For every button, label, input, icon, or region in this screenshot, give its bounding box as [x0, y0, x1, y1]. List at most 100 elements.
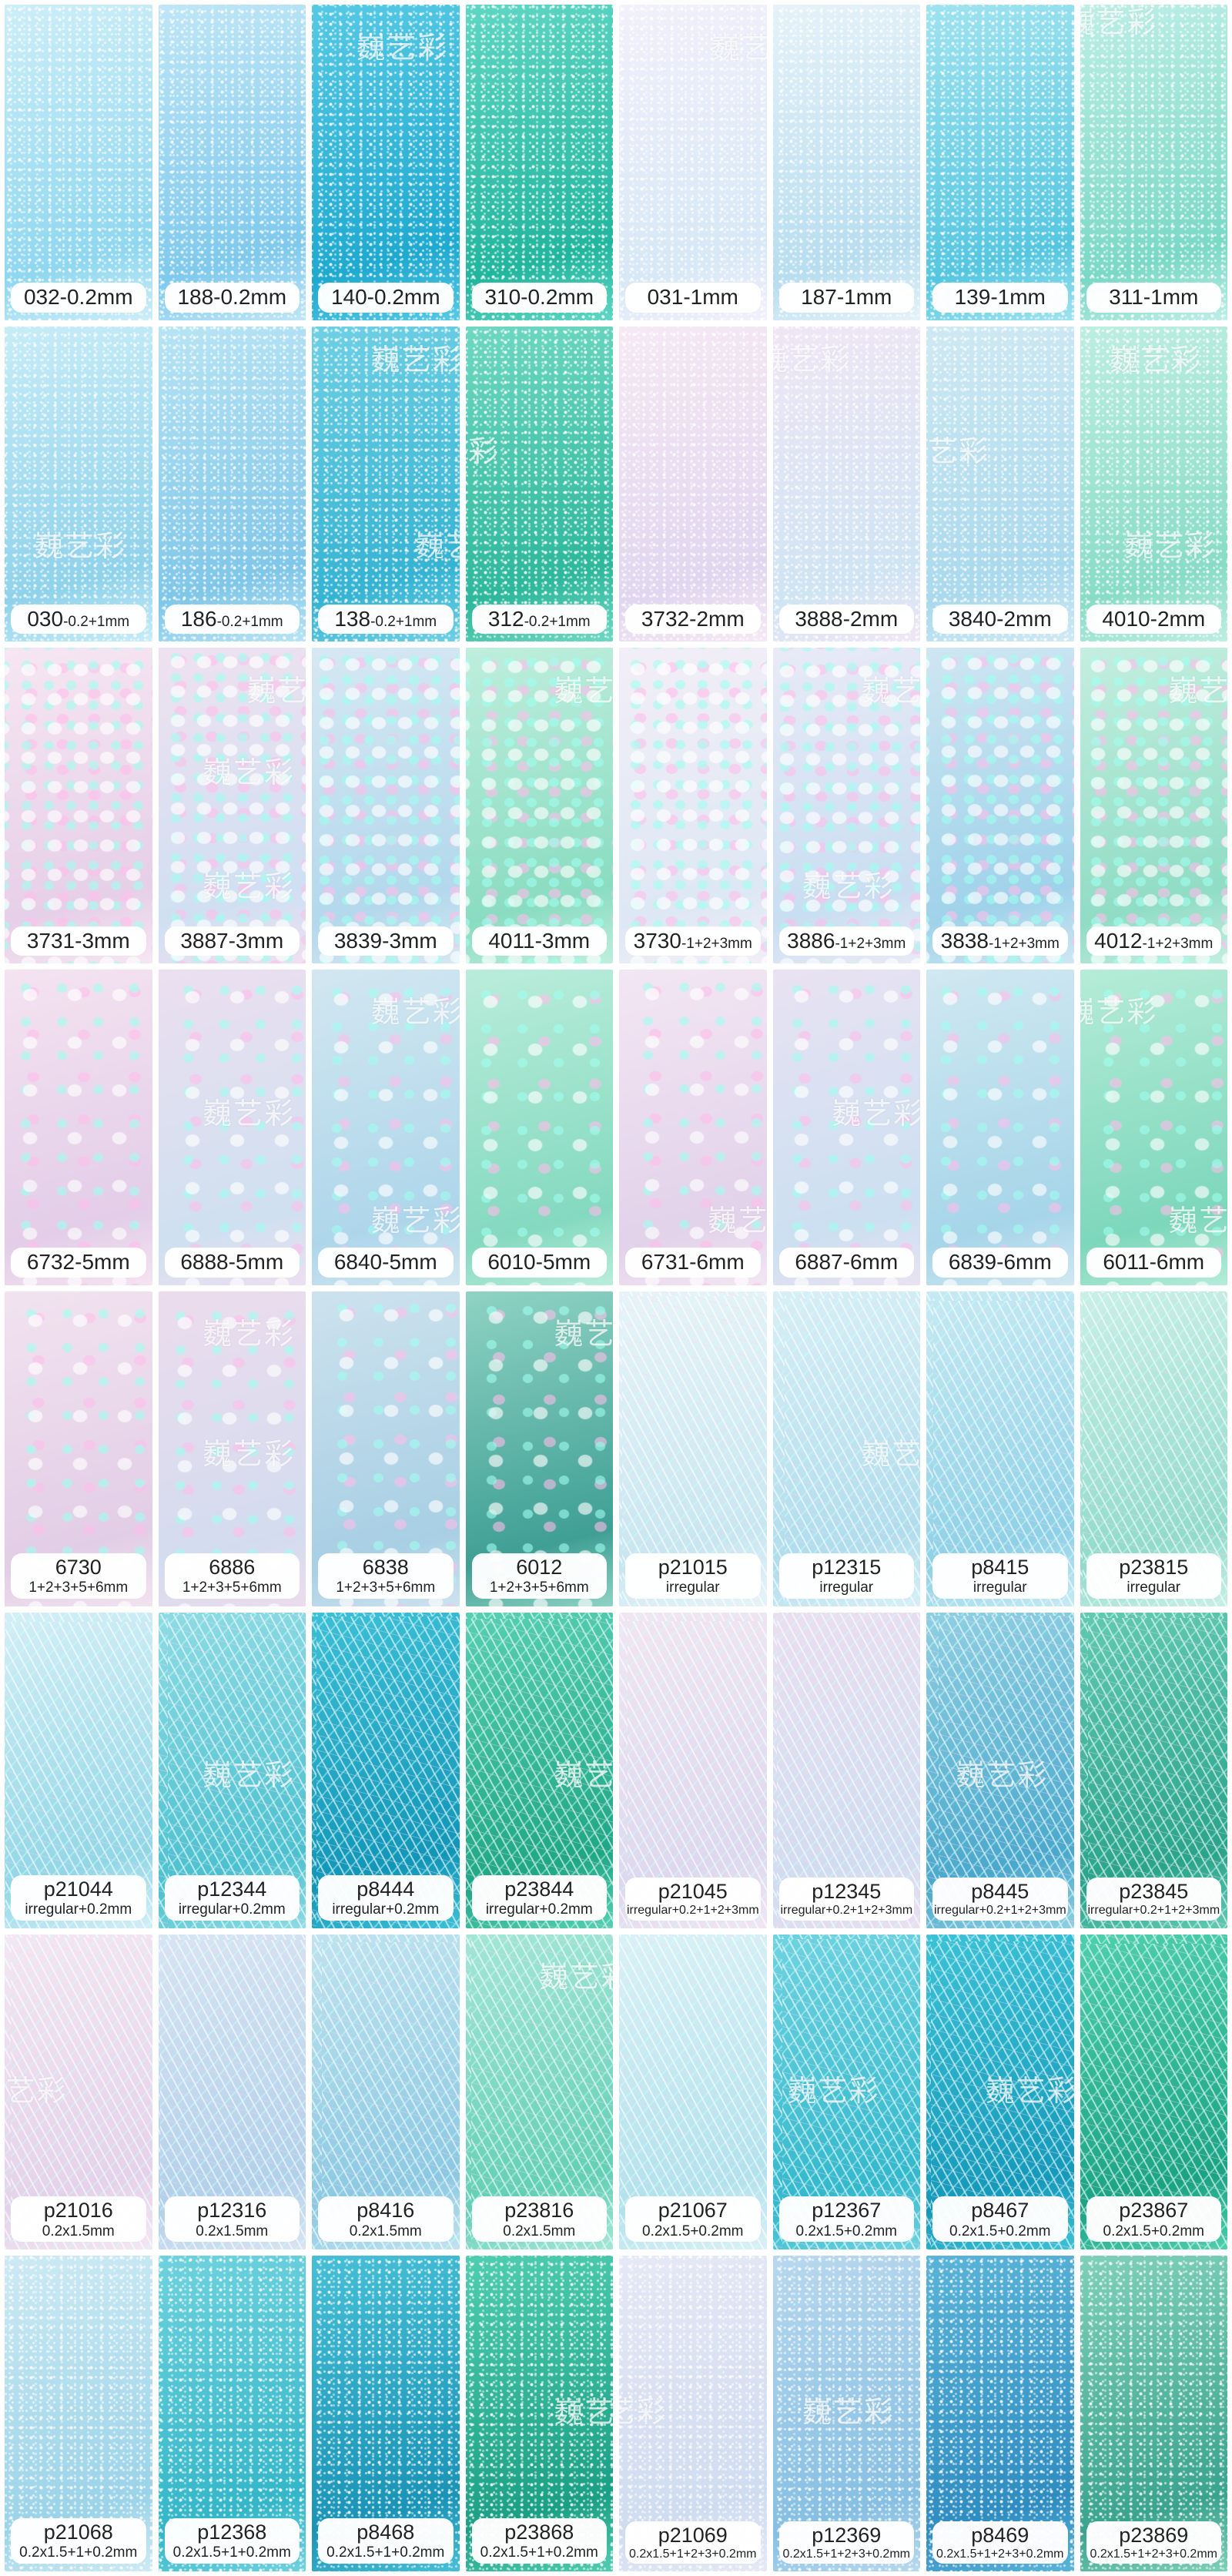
sample-label: 3839-3mm	[318, 926, 454, 956]
sparkle-overlay	[619, 1613, 767, 1928]
sample-label: 6886 1+2+3+5+6mm	[164, 1553, 300, 1600]
sample-label: 310-0.2mm	[471, 283, 607, 313]
sample-label: p12316 0.2x1.5mm	[164, 2196, 300, 2243]
sample-code: p21045	[658, 1880, 728, 1904]
sample-code: p21067	[658, 2199, 728, 2223]
sample-code: p12316	[197, 2199, 267, 2223]
sparkle-overlay	[465, 648, 613, 963]
sample-label: 188-0.2mm	[164, 283, 300, 313]
sample-label: p8416 0.2x1.5mm	[318, 2196, 454, 2243]
sample-code: p21044	[43, 1877, 113, 1901]
sample-label: 3840-2mm	[932, 605, 1068, 635]
sample-tile-p21015: p21015 irregular	[619, 1291, 767, 1607]
sample-size: -6mm	[1149, 1250, 1205, 1275]
sample-size: 0.2x1.5mm	[349, 2223, 422, 2239]
sample-label: p8445 irregular+0.2+1+2+3mm	[932, 1878, 1068, 1921]
sample-code: 187	[801, 285, 837, 310]
sample-code: 032	[23, 285, 60, 310]
sample-code: p8469	[971, 2523, 1029, 2547]
sample-code: 139	[954, 285, 991, 310]
sample-label: 4012-1+2+3mm	[1086, 926, 1221, 956]
sample-label: p8468 0.2x1.5+1+0.2mm	[318, 2518, 454, 2564]
sample-code: p23816	[504, 2199, 574, 2223]
sample-label: p23815 irregular	[1086, 1553, 1221, 1600]
sample-label: 139-1mm	[932, 283, 1068, 313]
sparkle-overlay	[1080, 648, 1227, 963]
sample-label: 311-1mm	[1086, 283, 1221, 313]
sample-size: irregular+0.2+1+2+3mm	[627, 1904, 759, 1918]
sample-size: -1mm	[1143, 285, 1199, 310]
sample-tile-6886: 6886 1+2+3+5+6mm 巍艺彩 巍艺彩	[158, 1291, 306, 1607]
sample-tile-6840: 6840-5mm 巍艺彩 巍艺彩	[312, 969, 460, 1285]
sample-size: irregular	[973, 1579, 1027, 1596]
sample-tile-030: 030-0.2+1mm 巍艺彩	[5, 326, 152, 642]
sparkle-overlay	[158, 326, 306, 642]
sample-label: 3887-3mm	[164, 926, 300, 956]
sample-size: 0.2x1.5+1+0.2mm	[172, 2544, 291, 2561]
sample-label: 3730-1+2+3mm	[625, 926, 761, 956]
sparkle-overlay	[312, 969, 460, 1285]
sample-code: p8416	[357, 2199, 415, 2223]
sparkle-overlay	[1080, 5, 1227, 320]
sample-tile-p12316: p12316 0.2x1.5mm	[158, 1934, 306, 2250]
sample-code: p12369	[812, 2523, 882, 2547]
sparkle-overlay	[465, 5, 613, 320]
sample-label: p12345 irregular+0.2+1+2+3mm	[778, 1878, 914, 1921]
sample-tile-3730: 3730-1+2+3mm	[619, 648, 767, 963]
sample-size: irregular+0.2+1+2+3mm	[934, 1904, 1066, 1918]
sample-code: 031	[647, 285, 684, 310]
sample-size: irregular+0.2mm	[25, 1901, 132, 1918]
sample-code: 6012	[516, 1556, 563, 1579]
sample-label: p23869 0.2x1.5+1+2+3+0.2mm	[1086, 2521, 1221, 2564]
sparkle-overlay	[5, 326, 152, 642]
sample-tile-140: 140-0.2mm 巍艺彩	[312, 5, 460, 320]
sample-label: p21015 irregular	[625, 1553, 761, 1600]
sample-code: p23845	[1119, 1880, 1189, 1904]
sample-label: p23816 0.2x1.5mm	[471, 2196, 607, 2243]
sample-label: 6011-6mm	[1086, 1248, 1221, 1278]
sample-code: p23844	[504, 1877, 574, 1901]
sample-code: 138	[334, 607, 371, 631]
sparkle-overlay	[926, 5, 1074, 320]
sample-label: 4010-2mm	[1086, 605, 1221, 635]
sample-size: -0.2mm	[59, 285, 133, 310]
sample-tile-310: 310-0.2mm	[465, 5, 613, 320]
sample-code: p12345	[812, 1880, 882, 1904]
sample-label: 186-0.2+1mm	[164, 605, 300, 635]
sample-code: 3888	[795, 607, 843, 631]
sample-label: 312-0.2+1mm	[471, 605, 607, 635]
sample-code: 6838	[362, 1556, 409, 1579]
sample-size: -5mm	[535, 1250, 591, 1275]
sparkle-overlay	[619, 969, 767, 1285]
sample-tile-3839: 3839-3mm	[312, 648, 460, 963]
sample-code: 6730	[55, 1556, 102, 1579]
sample-label: p23867 0.2x1.5+0.2mm	[1086, 2196, 1221, 2243]
sample-label: p21069 0.2x1.5+1+2+3+0.2mm	[625, 2521, 761, 2564]
sample-size: irregular	[1127, 1579, 1181, 1596]
sample-size: -0.2mm	[521, 285, 594, 310]
sample-code: 3730	[633, 928, 681, 953]
sample-label: 6838 1+2+3+5+6mm	[318, 1553, 454, 1600]
sample-label: 6732-5mm	[11, 1248, 146, 1278]
sample-code: p12367	[812, 2199, 882, 2223]
sample-code: 311	[1109, 285, 1143, 310]
sparkle-overlay	[926, 648, 1074, 963]
sample-tile-p8469: p8469 0.2x1.5+1+2+3+0.2mm	[926, 2256, 1074, 2571]
sample-tile-032: 032-0.2mm	[5, 5, 152, 320]
sample-code: 6011	[1103, 1250, 1150, 1275]
sample-size: 0.2x1.5+1+2+3+0.2mm	[1090, 2547, 1217, 2561]
sample-code: 3840	[948, 607, 997, 631]
sample-size: irregular	[819, 1579, 874, 1596]
sample-size: 0.2x1.5+1+0.2mm	[19, 2544, 138, 2561]
sample-size: -6mm	[842, 1250, 899, 1275]
sample-size: 0.2x1.5+1+2+3+0.2mm	[782, 2547, 910, 2561]
sample-size: 0.2x1.5+1+2+3+0.2mm	[629, 2547, 757, 2561]
sample-label: p21068 0.2x1.5+1+0.2mm	[11, 2518, 146, 2564]
sample-tile-p23815: p23815 irregular	[1080, 1291, 1227, 1607]
sample-size: -0.2mm	[213, 285, 287, 310]
sample-tile-3731: 3731-3mm	[5, 648, 152, 963]
sample-tile-p21068: p21068 0.2x1.5+1+0.2mm	[5, 2256, 152, 2571]
sample-tile-p8415: p8415 irregular	[926, 1291, 1074, 1607]
